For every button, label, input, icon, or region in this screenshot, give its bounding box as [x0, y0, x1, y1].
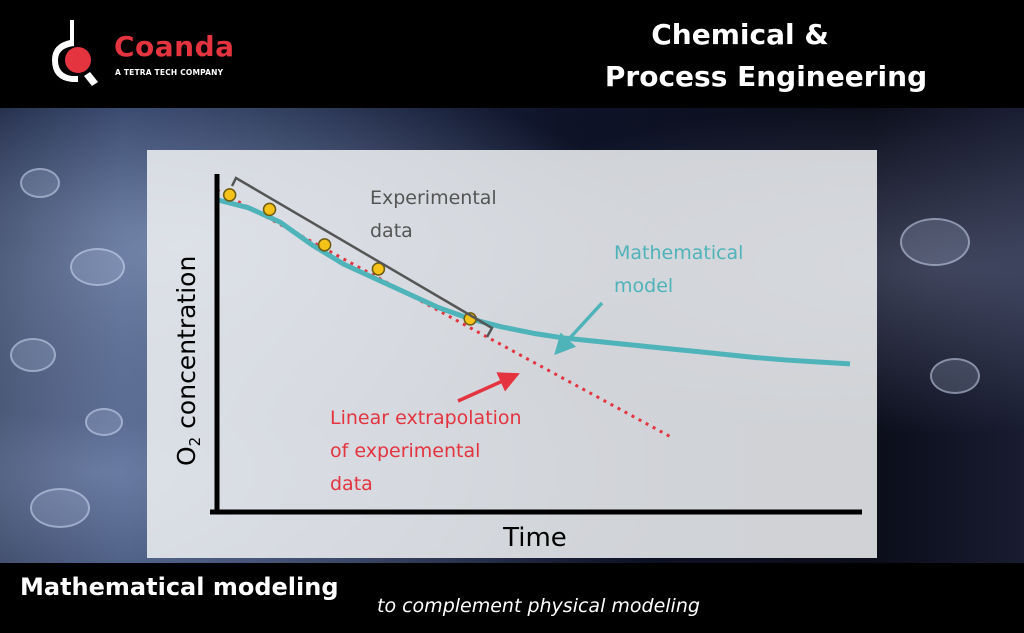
brand-tagline: A TETRA TECH COMPANY: [115, 68, 224, 77]
bubble: [70, 248, 125, 286]
coanda-logo-icon: [52, 20, 98, 86]
model-arrow: [554, 301, 604, 356]
annotation-extrapolation: Linear extrapolation of experimental dat…: [330, 407, 528, 495]
footer-headline: Mathematical modeling: [20, 573, 339, 601]
bubble: [930, 358, 980, 394]
bubble: [30, 488, 90, 528]
annotation-experimental: Experimental data: [370, 187, 503, 242]
experimental-data-point: [262, 202, 277, 217]
bubble: [900, 218, 970, 266]
title-line-1: Chemical &: [651, 18, 829, 51]
extrapolation-arrow: [457, 372, 520, 403]
footer-subheadline: to complement physical modeling: [377, 595, 700, 617]
coanda-logo: Coanda A TETRA TECH COMPANY: [48, 18, 288, 90]
experimental-data-point: [371, 262, 386, 276]
experimental-data-point: [222, 188, 237, 202]
series-linear-extrapolation: [216, 188, 674, 440]
header-bar: Coanda A TETRA TECH COMPANY Chemical & P…: [0, 0, 1024, 108]
experimental-data-bracket: [230, 176, 494, 338]
footer-bar: Mathematical modeling to complement phys…: [0, 563, 1024, 633]
bubble: [85, 408, 123, 436]
page-title: Chemical & Process Engineering: [540, 14, 940, 98]
brand-name: Coanda: [114, 30, 235, 63]
bubble: [20, 168, 60, 198]
series-mathematical-model: [216, 197, 851, 367]
x-axis-label: Time: [502, 523, 567, 553]
annotation-model: Mathematical model: [614, 242, 750, 297]
y-axis-label: O2 concentration: [172, 256, 204, 466]
experimental-data-point: [317, 238, 332, 252]
title-line-2: Process Engineering: [604, 60, 928, 93]
bubble: [10, 338, 56, 372]
